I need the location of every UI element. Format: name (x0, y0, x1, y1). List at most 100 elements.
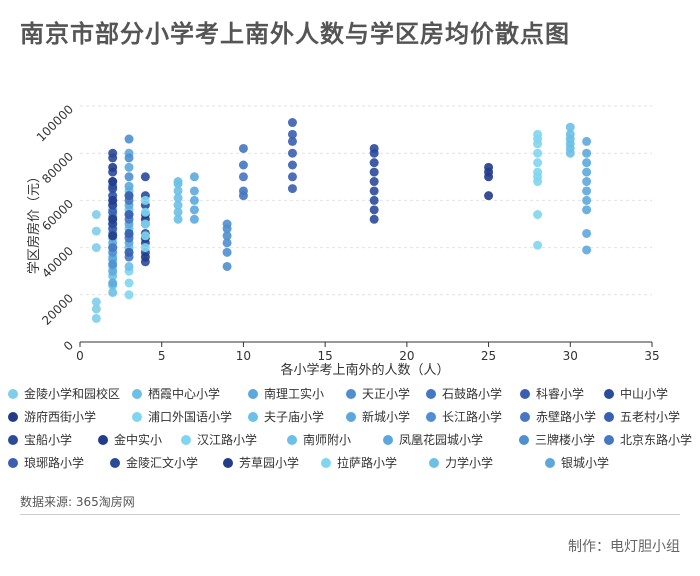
scatter-point (140, 207, 150, 217)
legend-swatch (132, 388, 142, 399)
legend-swatch (346, 411, 356, 422)
legend-swatch (519, 434, 529, 445)
scatter-point (124, 278, 134, 288)
scatter-point (108, 207, 118, 217)
x-tick-label: 5 (158, 349, 166, 363)
legend-label: 汉江路小学 (197, 433, 258, 447)
scatter-point (173, 214, 183, 224)
legend-label: 芳草园小学 (239, 456, 300, 470)
scatter-point (369, 186, 379, 196)
scatter-point (238, 160, 248, 170)
legend-label: 凤凰花园城小学 (399, 433, 484, 447)
legend-swatch (8, 388, 18, 399)
legend-swatch (8, 411, 18, 422)
legend-item: 石鼓路小学 (426, 385, 502, 402)
scatter-point (222, 238, 232, 248)
scatter-point (108, 278, 118, 288)
scatter-point (369, 167, 379, 177)
legend-item: 琅琊路小学 (8, 454, 84, 471)
x-tick-label: 15 (318, 349, 333, 363)
scatter-point (108, 148, 118, 158)
scatter-point (369, 195, 379, 205)
scatter-point (173, 177, 183, 187)
legend-label: 夫子庙小学 (264, 410, 325, 424)
scatter-point (238, 172, 248, 182)
x-tick-label: 35 (644, 349, 659, 363)
legend-swatch (8, 434, 18, 445)
scatter-point (140, 252, 150, 262)
x-tick-label: 30 (563, 349, 578, 363)
scatter-point (582, 167, 592, 177)
scatter-point (369, 214, 379, 224)
scatter-point (582, 228, 592, 238)
legend-item: 金陵小学和园校区 (8, 385, 120, 402)
legend-item: 凤凰花园城小学 (383, 431, 483, 448)
scatter-point (140, 243, 150, 253)
x-axis-label: 各小学考上南外的人数（人） (280, 362, 449, 378)
scatter-point (140, 195, 150, 205)
legend-swatch (287, 434, 297, 445)
scatter-point (369, 158, 379, 168)
scatter-point (91, 226, 101, 236)
legend-swatch (132, 411, 142, 422)
legend-swatch (248, 388, 258, 399)
scatter-point (565, 129, 575, 139)
chart-points (91, 118, 592, 323)
scatter-point (124, 261, 134, 271)
scatter-point (222, 231, 232, 241)
legend-label: 北京东路小学 (620, 433, 693, 447)
legend-swatch (545, 457, 555, 468)
scatter-point (533, 240, 543, 250)
scatter-point (124, 153, 134, 163)
scatter-point (173, 193, 183, 203)
legend-item: 游府西街小学 (8, 408, 96, 425)
scatter-point (173, 207, 183, 217)
legend-label: 银城小学 (561, 456, 610, 470)
scatter-point (124, 228, 134, 238)
scatter-point (582, 136, 592, 146)
scatter-point (108, 184, 118, 194)
legend-swatch (110, 457, 120, 468)
legend-item: 长江路小学 (426, 408, 502, 425)
scatter-point (582, 245, 592, 255)
scatter-point (222, 247, 232, 257)
legend-label: 琅琊路小学 (24, 456, 85, 470)
scatter-point (91, 243, 101, 253)
legend-label: 南理工实小 (264, 387, 325, 401)
legend-swatch (346, 388, 356, 399)
scatter-point (108, 243, 118, 253)
legend-label: 拉萨路小学 (337, 456, 398, 470)
x-tick-label: 0 (76, 349, 84, 363)
scatter-point (173, 186, 183, 196)
scatter-point (108, 162, 118, 172)
scatter-point (124, 134, 134, 144)
scatter-point (582, 148, 592, 158)
legend-swatch (604, 411, 614, 422)
scatter-point (108, 231, 118, 241)
legend-label: 新城小学 (362, 410, 411, 424)
scatter-point (533, 148, 543, 158)
y-tick-label: 60000 (39, 197, 76, 234)
scatter-point (140, 219, 150, 229)
scatter-point (108, 266, 118, 276)
scatter-point (91, 304, 101, 314)
legend-item: 银城小学 (545, 454, 609, 471)
scatter-point (140, 172, 150, 182)
scatter-point (124, 191, 134, 201)
legend-item: 浦口外国语小学 (132, 408, 232, 425)
legend-item: 三牌楼小学 (519, 431, 595, 448)
scatter-point (287, 160, 297, 170)
legend-swatch (8, 457, 18, 468)
legend-label: 南师附小 (303, 433, 352, 447)
scatter-point (222, 219, 232, 229)
legend-item: 栖霞中心小学 (132, 385, 220, 402)
legend-item: 金陵汇文小学 (110, 454, 198, 471)
scatter-point (189, 172, 199, 182)
scatter-point (533, 167, 543, 177)
y-tick-label: 40000 (39, 244, 76, 281)
scatter-point (124, 181, 134, 191)
legend-swatch (604, 434, 614, 445)
y-tick-label: 80000 (39, 149, 76, 186)
legend-swatch (223, 457, 233, 468)
scatter-point (582, 195, 592, 205)
